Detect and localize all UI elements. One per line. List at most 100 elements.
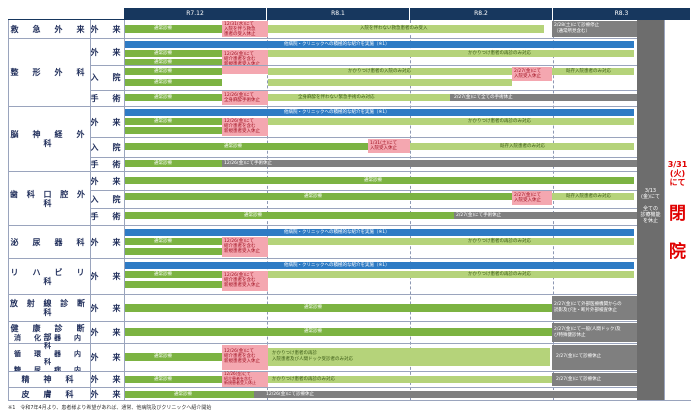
bar-normal: 通常診療	[124, 328, 552, 336]
row-divider	[90, 208, 637, 209]
row-divider	[90, 157, 637, 158]
sub-outpatient: 外 来	[90, 172, 124, 190]
bar-kakaritsuke-gi: かかりつけ患者の再診 入院患者及び人間ドック受診者のみ対応	[268, 348, 550, 366]
bar-label: 全身麻酔を伴わない緊急手術のみ対応	[298, 95, 375, 100]
sub-surgery: 手 術	[90, 208, 124, 225]
table-border	[8, 20, 9, 400]
dept-orthopedics: 整 形 外 科	[8, 39, 90, 106]
row-divider	[8, 106, 637, 107]
bar-normal: 通常診療	[124, 353, 222, 361]
closing-char-1: 閉	[669, 204, 686, 224]
month-header-r7-12: R7.12	[124, 8, 267, 20]
bar-label: 2/27(金)にて外部医療機関からの 読影及び注・断片外部検査休止	[554, 302, 622, 313]
pink-label: 12/26(金)にて 紹介患者を含む 新規患者受入休止	[224, 239, 260, 254]
pink-surgery-stop: 12/26(金)にて 全身麻酔手術休止	[222, 91, 268, 105]
sub-outpatient: 外 来	[90, 39, 124, 65]
bar-normal: 通常診療	[124, 271, 222, 278]
row-divider	[90, 137, 637, 138]
bar-label: 通常診療	[154, 51, 172, 56]
dept-urology: 泌 尿 器 科	[8, 226, 90, 258]
month-header-r8-2: R8.2	[410, 8, 553, 20]
dept-neurosurgery: 脳 神 経 外 科	[8, 107, 96, 171]
stop-2-27-surgery: 2/27(金)にて全ての手術休止	[450, 94, 637, 101]
stop-12-26-surgery: 12/26(金)にて手術休止	[222, 160, 637, 167]
pink-new-stop: 12/26(金)にて 紹介患者を含む 新規患者受入休止	[222, 271, 268, 291]
bar-label: 12/26(金)にて手術休止	[224, 161, 272, 166]
bar-normal: 通常診療	[124, 59, 222, 66]
bar-label: かかりつけ患者の再診のみ対応	[468, 239, 532, 244]
dept-emergency: 救 急 外 来	[8, 20, 90, 38]
month-divider	[553, 20, 554, 400]
closing-date: 3/31 (火) にて	[667, 160, 688, 187]
row-divider	[8, 258, 637, 259]
bar-normal: 通常診療	[124, 193, 512, 200]
bar-label: 2/27(金)にて診療休止	[556, 377, 602, 382]
bar-label: 他病院・クリニックへの積極的な紹介を実施（※1）	[284, 230, 390, 235]
dept-dental: 歯 科 口 腔 外 科	[8, 172, 90, 225]
bar-label: かかりつけ患者の再診のみ対応	[468, 119, 532, 124]
bar-label: 入院を伴わない救急患者のみ受入	[360, 26, 428, 31]
pink-label: 12/26(金)にて 紹介患者を含む 新規患者受入休止	[224, 371, 256, 386]
bar-label: 通常診療	[224, 144, 242, 149]
bar-label: 通常診療	[174, 392, 192, 397]
sub-surgery: 手 術	[90, 90, 124, 106]
dept-rehabilitation: リ ハ ビ リ 科	[8, 259, 96, 294]
bar-normal: 通常診療	[124, 25, 222, 33]
dept-gastro: 消 化 器 内 科	[14, 333, 94, 350]
column-divider	[90, 20, 91, 400]
pink-label: 12/31(水)にて 入院を伴う救急 患者の受入休止	[224, 22, 256, 37]
row-divider	[90, 190, 637, 191]
row-divider	[8, 371, 637, 372]
bar-kakaritsuke: かかりつけ患者の再診のみ対応	[268, 376, 552, 383]
bar-label: 他病院・クリニックへの積極的な紹介を実施（※1）	[284, 263, 390, 268]
bar-label: かかりつけ患者の再診のみ対応	[468, 272, 532, 277]
bar-label: 2/27(金)にて全ての手術休止	[454, 95, 513, 100]
row-divider	[8, 400, 691, 401]
bar-normal: 通常診療	[124, 160, 222, 167]
bar-referral: 他病院・クリニックへの積極的な紹介を実施（※1）	[124, 229, 634, 236]
bar-kakaritsuke: かかりつけ患者の再診のみ対応	[268, 271, 634, 278]
pink-label: 12/26(金)にて 紹介患者を含む 新規患者受入休止	[224, 119, 260, 134]
bar-normal: 通常診療	[124, 50, 222, 57]
bar-existing-only: 既存入院患者のみ対応	[552, 68, 634, 75]
pink-new-stop: 12/26(金)にて 紹介患者を含む 新規患者受入休止	[222, 118, 268, 136]
bar-label: 通常診療	[154, 119, 172, 124]
row-divider	[8, 387, 637, 388]
row-divider	[8, 38, 637, 39]
sub-inpatient: 入 院	[90, 190, 124, 208]
closing-char-2: 院	[669, 242, 686, 262]
bar-label: 通常診療	[304, 305, 322, 310]
bar-label: 12/26(金)にて診療休止	[266, 392, 314, 397]
bar-label: 通常診療	[304, 329, 322, 334]
bar-normal: 通常診療	[124, 238, 222, 245]
row-divider	[8, 343, 637, 344]
bar-label: 2/27(金)にて手術休止	[456, 213, 502, 218]
sub-outpatient: 外 来	[90, 20, 124, 38]
pink-label: 12/26(金)にて 全身麻酔手術休止	[224, 93, 260, 103]
bar-label: 2/27(金)にて一般(人間ドック)及 び特殊健診休止	[554, 327, 621, 338]
bar-normal: 通常診療	[124, 68, 222, 75]
sub-outpatient: 外 来	[90, 344, 124, 371]
bar-label: 通常診療	[154, 377, 172, 382]
bar-label: 既存入院患者のみ対応	[566, 194, 611, 199]
sub-inpatient: 入 院	[90, 65, 124, 90]
bar-label: 2/28(土)にて診療停止 （通常所見含む）	[554, 23, 600, 34]
sub-outpatient: 外 来	[90, 388, 124, 400]
dept-internal-medicine: 消 化 器 内 科 循 環 器 内 科 糖 尿 病 内 科	[8, 334, 91, 382]
bar-kakaritsuke: かかりつけ患者の再診のみ対応	[268, 50, 634, 57]
pink-adm-stop: 2/27(金)にて 入院受入休止	[512, 191, 552, 205]
pink-new-stop: 12/26(金)にて 紹介患者を含む 新規患者受入休止	[222, 50, 268, 74]
closing-date-column	[664, 20, 691, 400]
bar-label: 他病院・クリニックへの積極的な紹介を実施（※1）	[284, 42, 390, 47]
pink-new-stop: 12/26(金)にて 紹介患者を含む 新規患者受入休止	[222, 371, 268, 387]
stop-2-27-surgery2: 2/27(金)にて手術休止	[454, 212, 637, 219]
bar-kakaritsuke: かかりつけ患者の再診のみ対応	[268, 238, 634, 245]
sub-outpatient: 外 来	[90, 226, 124, 258]
bar-normal: 通常診療	[124, 304, 552, 312]
bar-label: 通常診療	[154, 26, 172, 31]
closure-column-text: 3/13 (金)にて 全ての 診療機能 を休止	[640, 188, 661, 224]
bar-label: 通常診療	[154, 95, 172, 100]
bar-label: かかりつけ患者の入院のみ対応	[348, 69, 412, 74]
bar-normal	[124, 248, 222, 255]
